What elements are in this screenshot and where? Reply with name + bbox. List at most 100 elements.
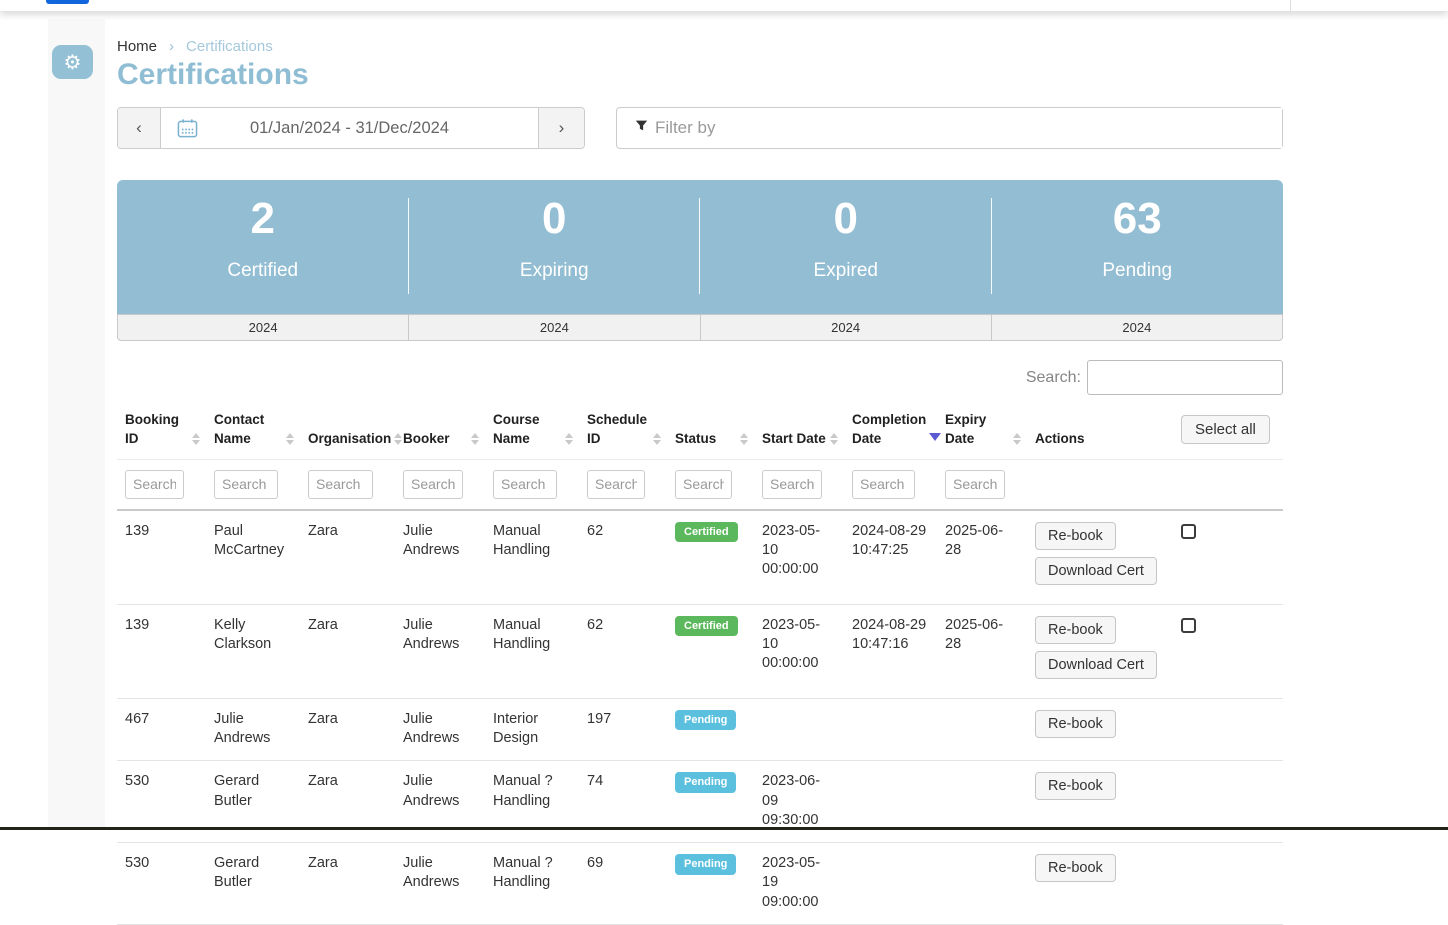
settings-button[interactable]: ⚙ bbox=[52, 45, 93, 79]
gear-icon: ⚙ bbox=[63, 51, 82, 74]
rebook-button[interactable]: Re-book bbox=[1035, 615, 1116, 644]
schedule-id-cell: 62 bbox=[587, 522, 604, 539]
select-cell bbox=[1173, 843, 1283, 925]
filter-field bbox=[616, 107, 1283, 149]
stat-certified: 2 Certified bbox=[117, 180, 409, 314]
topbar-blue-accent bbox=[46, 0, 89, 4]
download-cert-button[interactable]: Download Cert bbox=[1035, 556, 1157, 585]
stat-expiring: 0 Expiring bbox=[409, 180, 701, 314]
contact-name-cell: Gerard Butler bbox=[214, 773, 260, 809]
contact-name-cell: Gerard Butler bbox=[214, 855, 260, 891]
contact-name-cell: Kelly Clarkson bbox=[214, 616, 272, 653]
column-label: Booker bbox=[403, 430, 450, 446]
search-input[interactable] bbox=[1087, 360, 1283, 395]
column-label: Status bbox=[675, 430, 717, 446]
column-search-input-booking-id[interactable] bbox=[125, 469, 184, 499]
column-header-course-name[interactable]: Course Name bbox=[485, 403, 579, 459]
bottom-edge bbox=[0, 827, 1448, 830]
actions-cell: Re-book bbox=[1027, 761, 1173, 843]
status-badge: Certified bbox=[675, 521, 738, 543]
course-name-cell: Manual Handling bbox=[493, 522, 551, 559]
booker-cell: Julie Andrews bbox=[403, 522, 460, 559]
filter-input[interactable] bbox=[655, 108, 1282, 148]
course-name-cell: Manual Handling bbox=[493, 616, 551, 653]
select-all-button[interactable]: Select all bbox=[1181, 415, 1270, 445]
organisation-cell: Zara bbox=[308, 522, 338, 539]
column-search-input-expiry-date[interactable] bbox=[945, 469, 1005, 499]
actions-cell: Re-book Download Cert bbox=[1027, 604, 1173, 698]
top-bar bbox=[0, 0, 1448, 11]
column-header-expiry-date[interactable]: Expiry Date bbox=[937, 403, 1027, 459]
rebook-button[interactable]: Re-book bbox=[1035, 854, 1116, 883]
column-header-actions: Actions bbox=[1027, 403, 1173, 459]
status-cell: Pending bbox=[667, 698, 754, 761]
booker-cell: Julie Andrews bbox=[403, 710, 460, 747]
date-prev-button[interactable]: ‹ bbox=[118, 108, 161, 148]
table-search: Search: bbox=[1026, 360, 1283, 395]
column-label: Course Name bbox=[493, 412, 540, 446]
year-label: 2024 bbox=[409, 315, 701, 340]
course-name-cell: Manual ? Handling bbox=[493, 773, 553, 809]
row-checkbox[interactable] bbox=[1181, 617, 1196, 633]
completion-date-cell bbox=[844, 698, 937, 761]
column-header-contact-name[interactable]: Contact Name bbox=[206, 403, 300, 459]
expiry-date-cell: 2025-06-28 bbox=[945, 616, 1004, 653]
topbar-divider bbox=[1290, 0, 1291, 11]
booking-id-cell: 139 bbox=[125, 616, 150, 633]
column-search-input-start-date[interactable] bbox=[762, 469, 822, 499]
rebook-button[interactable]: Re-book bbox=[1035, 772, 1116, 801]
sort-desc-icon bbox=[929, 432, 942, 441]
booking-id-cell: 139 bbox=[125, 522, 150, 539]
chevron-right-icon: › bbox=[558, 118, 565, 137]
status-badge: Certified bbox=[675, 615, 738, 637]
status-cell: Pending bbox=[667, 761, 754, 843]
schedule-id-cell: 74 bbox=[587, 773, 604, 790]
column-header-completion-date[interactable]: Completion Date bbox=[844, 403, 942, 459]
column-search-input-status[interactable] bbox=[675, 469, 732, 499]
organisation-cell: Zara bbox=[308, 616, 338, 633]
chevron-right-icon: › bbox=[169, 38, 175, 55]
breadcrumb-home-link[interactable]: Home bbox=[117, 38, 158, 55]
controls-row: ‹ 01/Jan/2024 - 31/Dec/2024 bbox=[117, 107, 1283, 149]
booker-cell: Julie Andrews bbox=[403, 616, 460, 653]
rebook-button[interactable]: Re-book bbox=[1035, 709, 1116, 738]
select-cell bbox=[1173, 604, 1283, 698]
download-cert-button[interactable]: Download Cert bbox=[1035, 650, 1157, 679]
contact-name-cell: Julie Andrews bbox=[214, 710, 271, 747]
organisation-cell: Zara bbox=[308, 773, 338, 790]
column-label: Schedule ID bbox=[587, 412, 648, 446]
booker-cell: Julie Andrews bbox=[403, 773, 460, 809]
date-next-button[interactable]: › bbox=[538, 108, 584, 148]
column-search-input-organisation[interactable] bbox=[308, 469, 373, 499]
column-header-start-date[interactable]: Start Date bbox=[754, 403, 844, 459]
column-header-booker[interactable]: Booker bbox=[395, 403, 485, 459]
completion-date-cell bbox=[844, 843, 937, 925]
column-header-status[interactable]: Status bbox=[667, 403, 754, 459]
sort-icon bbox=[653, 432, 661, 445]
column-search-input-booker[interactable] bbox=[403, 469, 463, 499]
rebook-button[interactable]: Re-book bbox=[1035, 521, 1116, 550]
date-range-display[interactable]: 01/Jan/2024 - 31/Dec/2024 bbox=[161, 108, 538, 148]
column-header-schedule-id[interactable]: Schedule ID bbox=[579, 403, 667, 459]
start-date-cell: 2023-05-19 09:00:00 bbox=[762, 855, 821, 910]
stat-expired: 0 Expired bbox=[700, 180, 992, 314]
stat-label: Certified bbox=[227, 260, 299, 282]
row-checkbox[interactable] bbox=[1181, 523, 1196, 539]
sort-icon bbox=[192, 432, 200, 445]
column-header-booking-id[interactable]: Booking ID bbox=[117, 403, 206, 459]
column-search-input-contact-name[interactable] bbox=[214, 469, 278, 499]
column-search-input-completion-date[interactable] bbox=[852, 469, 915, 499]
breadcrumb-current[interactable]: Certifications bbox=[186, 38, 273, 55]
table-row: 139 Kelly Clarkson Zara Julie Andrews Ma… bbox=[117, 604, 1283, 699]
column-search-input-course-name[interactable] bbox=[493, 469, 557, 499]
status-cell: Certified bbox=[667, 510, 754, 605]
date-range-picker: ‹ 01/Jan/2024 - 31/Dec/2024 bbox=[117, 107, 585, 149]
column-label: Contact Name bbox=[214, 412, 265, 446]
breadcrumb: Home › Certifications bbox=[117, 38, 273, 55]
calendar-icon bbox=[177, 118, 198, 144]
sort-icon bbox=[565, 432, 573, 445]
stat-label: Pending bbox=[1102, 260, 1173, 282]
certifications-table: Booking ID Contact Name Organisation Boo… bbox=[117, 403, 1283, 925]
column-search-input-schedule-id[interactable] bbox=[587, 469, 645, 499]
column-header-organisation[interactable]: Organisation bbox=[300, 403, 403, 459]
